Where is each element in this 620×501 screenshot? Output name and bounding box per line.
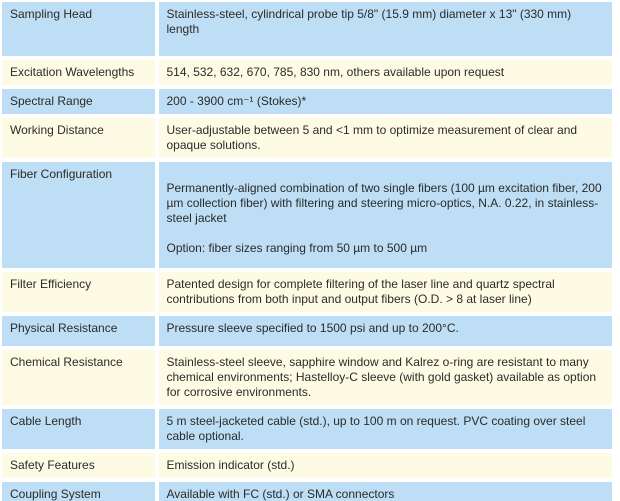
table-row: Cable Length 5 m steel-jacketed cable (s… xyxy=(2,409,612,449)
spec-label: Chemical Resistance xyxy=(2,350,155,405)
spec-label: Sampling Head xyxy=(2,2,155,56)
spec-value: 200 - 3900 cm⁻¹ (Stokes)* xyxy=(158,89,612,114)
spec-value: Permanently-aligned combination of two s… xyxy=(158,162,612,268)
table-row: Fiber Configuration Permanently-aligned … xyxy=(2,162,612,268)
spec-label: Physical Resistance xyxy=(2,316,155,346)
spec-value: 514, 532, 632, 670, 785, 830 nm, others … xyxy=(158,60,612,85)
spec-value: Stainless-steel sleeve, sapphire window … xyxy=(158,350,612,405)
table-row: Sampling Head Stainless-steel, cylindric… xyxy=(2,2,612,56)
spec-label: Filter Efficiency xyxy=(2,272,155,312)
spec-label: Working Distance xyxy=(2,118,155,158)
spec-label: Coupling System xyxy=(2,482,155,501)
table-row: Spectral Range 200 - 3900 cm⁻¹ (Stokes)* xyxy=(2,89,612,114)
table-row: Excitation Wavelengths 514, 532, 632, 67… xyxy=(2,60,612,85)
spec-value: Pressure sleeve specified to 1500 psi an… xyxy=(158,316,612,346)
spec-label: Cable Length xyxy=(2,409,155,449)
spec-label: Safety Features xyxy=(2,453,155,478)
table-row: Coupling System Available with FC (std.)… xyxy=(2,482,612,501)
table-row: Chemical Resistance Stainless-steel slee… xyxy=(2,350,612,405)
spec-value: 5 m steel-jacketed cable (std.), up to 1… xyxy=(158,409,612,449)
spec-label: Fiber Configuration xyxy=(2,162,155,268)
spec-label: Spectral Range xyxy=(2,89,155,114)
spec-value: User-adjustable between 5 and <1 mm to o… xyxy=(158,118,612,158)
table-row: Filter Efficiency Patented design for co… xyxy=(2,272,612,312)
spec-value: Emission indicator (std.) xyxy=(158,453,612,478)
spec-value: Available with FC (std.) or SMA connecto… xyxy=(158,482,612,501)
table-row: Working Distance User-adjustable between… xyxy=(2,118,612,158)
spec-label: Excitation Wavelengths xyxy=(2,60,155,85)
spec-value: Patented design for complete filtering o… xyxy=(158,272,612,312)
table-row: Safety Features Emission indicator (std.… xyxy=(2,453,612,478)
spec-value: Stainless-steel, cylindrical probe tip 5… xyxy=(158,2,612,56)
table-row: Physical Resistance Pressure sleeve spec… xyxy=(2,316,612,346)
